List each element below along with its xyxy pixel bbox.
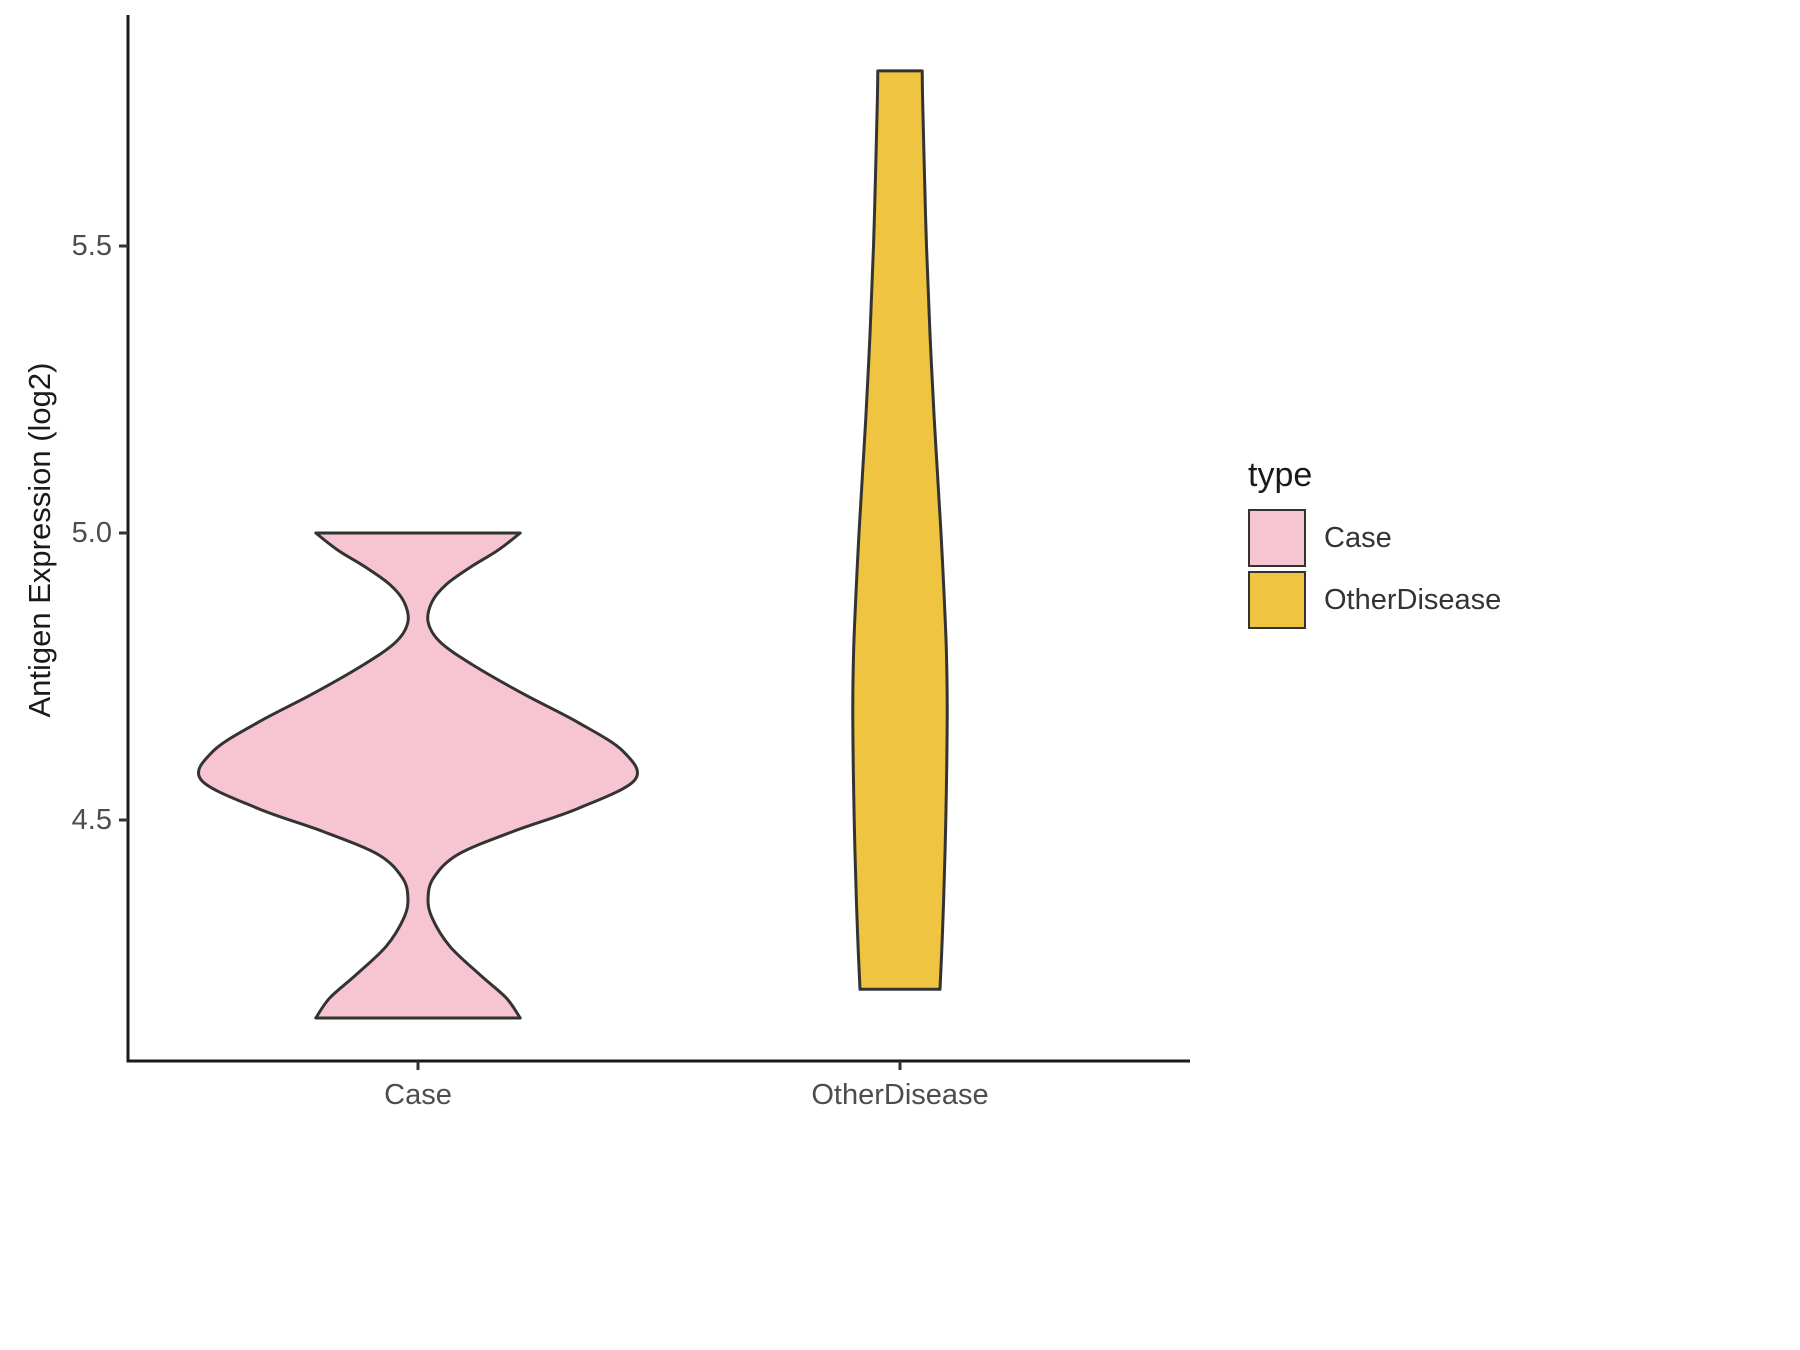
legend: type Case OtherDisease <box>1248 456 1501 633</box>
legend-key-otherdisease: OtherDisease <box>1248 571 1501 629</box>
legend-swatch-case-icon <box>1248 509 1306 567</box>
legend-swatch-otherdisease-icon <box>1248 571 1306 629</box>
legend-label-case: Case <box>1324 521 1392 554</box>
y-tick-label-5-0: 5.0 <box>71 517 112 549</box>
x-tick-label-case: Case <box>384 1079 452 1111</box>
violin-otherdisease <box>851 69 949 991</box>
legend-label-otherdisease: OtherDisease <box>1324 583 1502 616</box>
y-tick-label-5-5: 5.5 <box>71 230 112 262</box>
violin-case <box>197 531 639 1020</box>
x-tick-label-otherdisease: OtherDisease <box>811 1079 989 1111</box>
legend-key-case: Case <box>1248 509 1501 567</box>
y-tick-label-4-5: 4.5 <box>71 804 112 836</box>
legend-title: type <box>1248 456 1313 494</box>
